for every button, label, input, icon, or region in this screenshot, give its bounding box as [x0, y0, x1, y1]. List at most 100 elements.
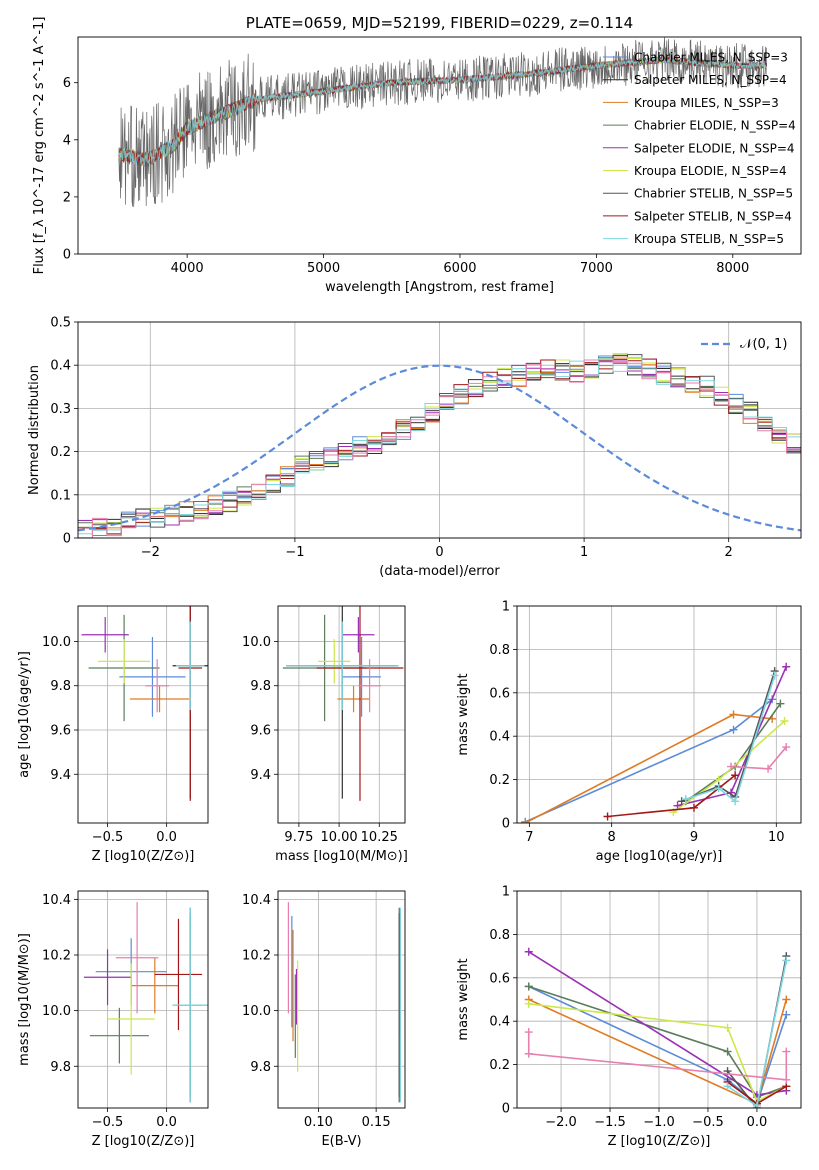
histogram-series: [78, 359, 801, 538]
y-axis-label: mass weight: [456, 958, 471, 1040]
panel-2: −0.5 0.0 9.4 9.6 9.8 10.0 Z [log10(Z/Z⊙)] age […: [17, 605, 209, 864]
plus-marker: [752, 1101, 761, 1108]
axes-frame: [516, 605, 802, 824]
y-tick-label: 0: [63, 248, 71, 263]
weight-line: [528, 998, 788, 1105]
axes-frame: [77, 890, 209, 1109]
y-tick-label: 9.4: [50, 768, 71, 783]
plus-marker: [782, 956, 791, 965]
plus-marker: [782, 1075, 791, 1084]
histogram-series: [78, 354, 801, 538]
x-tick-label: 8: [608, 830, 616, 845]
y-tick-label: 9.6: [250, 724, 271, 739]
histogram-series: [78, 354, 801, 536]
axes-frame: [77, 605, 209, 824]
x-tick-label: 0.0: [747, 1115, 768, 1130]
plus-marker: [603, 812, 612, 821]
x-tick-label: −0.5: [92, 830, 124, 845]
y-axis-label: Flux [f_λ 10^-17 erg cm^-2 s^-1 A^-1]: [32, 17, 47, 275]
plus-marker: [782, 743, 791, 752]
axes-frame: [277, 605, 406, 824]
plus-marker: [731, 797, 740, 806]
panel-7: −2.0 −1.5 −1.0 −0.5 0.0 0 0.2 0.4 0.6 0.8 1 Z [log1…: [456, 885, 802, 1149]
y-tick-label: 0.6: [489, 971, 510, 986]
x-tick-label: 10.00: [320, 830, 357, 845]
x-tick-label: −0.5: [92, 1115, 124, 1130]
x-tick-label: −0.5: [692, 1115, 724, 1130]
x-axis-label: E(B-V): [321, 1134, 361, 1149]
x-tick-label: 0.0: [156, 1115, 177, 1130]
x-tick-label: −1.5: [594, 1115, 626, 1130]
legend: Chabrier MILES, N_SSP=3 Salpeter MILES, N…: [603, 51, 796, 246]
x-tick-label: 7000: [580, 261, 613, 276]
x-tick-label: 0.10: [304, 1115, 333, 1130]
y-tick-label: 0.5: [50, 316, 71, 331]
y-tick-label: 1: [502, 600, 510, 615]
x-axis-label: Z [log10(Z/Z⊙)]: [92, 1134, 195, 1149]
y-tick-label: 0.2: [489, 773, 510, 788]
plus-marker: [780, 717, 789, 726]
spectrum-group: [118, 37, 768, 208]
weight-line: [528, 951, 787, 1096]
y-tick-label: 0.2: [489, 1058, 510, 1073]
y-tick-label: 4: [63, 133, 71, 148]
y-tick-label: 9.8: [50, 1060, 71, 1075]
y-tick-label: 0.8: [489, 928, 510, 943]
x-axis-label: Z [log10(Z/Z⊙)]: [608, 1134, 711, 1149]
x-axis-label: (data-model)/error: [379, 564, 500, 579]
axes-frame: [77, 36, 802, 255]
y-tick-label: 10.4: [242, 893, 271, 908]
y-tick-label: 10.2: [42, 948, 71, 963]
panel-0: 4000 5000 6000 7000 8000 0 2 4 6 wavelength [Angs…: [32, 14, 802, 295]
plus-marker: [714, 784, 723, 793]
y-tick-label: 10.0: [42, 635, 71, 650]
legend-label: Kroupa ELODIE, N_SSP=4: [634, 164, 787, 178]
legend-label: Salpeter STELIB, N_SSP=4: [634, 209, 792, 223]
plus-marker: [782, 662, 791, 671]
x-axis-label: mass [log10(M/M⊙)]: [275, 849, 408, 864]
y-tick-label: 9.6: [50, 724, 71, 739]
histograms: [78, 353, 801, 538]
axes-frame: [77, 321, 802, 539]
legend-label: Chabrier ELODIE, N_SSP=4: [634, 119, 796, 133]
y-tick-label: 10.2: [242, 948, 271, 963]
plus-marker: [723, 1047, 732, 1056]
histogram-series: [78, 357, 801, 538]
plus-marker: [524, 1049, 533, 1058]
y-tick-label: 10.0: [242, 1004, 271, 1019]
y-tick-label: 9.8: [50, 679, 71, 694]
panel-3: 9.75 10.00 10.25 9.4 9.6 9.8 10.0 mass [log10(M…: [242, 605, 408, 864]
plus-marker: [782, 1010, 791, 1019]
plus-marker: [524, 947, 533, 956]
legend-label: Salpeter ELODIE, N_SSP=4: [634, 141, 795, 155]
y-axis-label: Normed distribution: [27, 365, 42, 495]
y-tick-label: 9.8: [250, 679, 271, 694]
x-tick-label: 4000: [171, 261, 204, 276]
x-axis-label: age [log10(age/yr)]: [596, 849, 723, 864]
y-tick-label: 1: [502, 885, 510, 900]
y-axis-label: mass weight: [456, 673, 471, 755]
y-tick-label: 0.4: [489, 730, 510, 745]
x-tick-label: 0.0: [156, 830, 177, 845]
plus-marker: [782, 1047, 791, 1056]
x-tick-label: 0: [435, 545, 443, 560]
weight-line: [528, 1003, 787, 1103]
plus-marker: [677, 797, 686, 806]
x-tick-label: 5000: [307, 261, 340, 276]
legend-label: 𝒩(0, 1): [740, 337, 787, 352]
x-tick-label: 9.75: [284, 830, 313, 845]
spectrum-line: [118, 56, 768, 167]
chart-title: PLATE=0659, MJD=52199, FIBERID=0229, z=0…: [246, 14, 633, 32]
x-tick-label: 1: [580, 545, 588, 560]
plus-marker: [729, 710, 738, 719]
panel-6: 0.10 0.15 9.8 10.0 10.2 10.4 E(B-V): [242, 890, 406, 1149]
x-tick-label: −1: [285, 545, 304, 560]
weight-line: [528, 985, 787, 1099]
plus-marker: [731, 771, 740, 780]
legend-label: Chabrier MILES, N_SSP=3: [634, 51, 788, 65]
x-tick-label: 8000: [716, 261, 749, 276]
y-tick-label: 0.4: [489, 1015, 510, 1030]
errorbars: [83, 902, 208, 1103]
x-tick-label: −2.0: [545, 1115, 577, 1130]
